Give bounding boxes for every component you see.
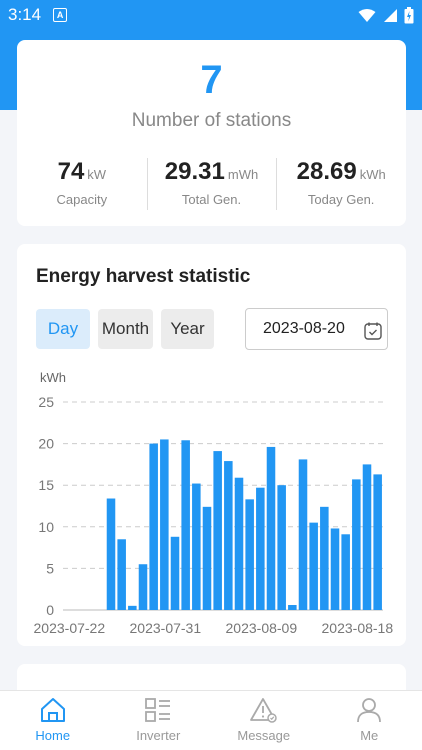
x-tick-label: 2023-08-09 xyxy=(226,620,298,636)
bar xyxy=(330,528,340,610)
metric-label: Today Gen. xyxy=(307,192,375,207)
bar xyxy=(106,498,116,610)
inverter-icon xyxy=(145,698,171,722)
energy-bar-chart: kWh 0 5 10 15 20 25 2023-07-22 2023-07-31 2023-08… xyxy=(34,370,394,636)
bar xyxy=(128,605,137,610)
bar xyxy=(170,536,180,610)
stations-summary-card: 7 Number of stations 74 kW Capacity 29.31… xyxy=(17,40,406,226)
signal-icon xyxy=(384,8,397,22)
metric-value: 28.69 xyxy=(296,158,357,185)
tab-inverter[interactable]: Inverter xyxy=(106,691,212,750)
period-year-button[interactable]: Year xyxy=(161,309,214,349)
y-tick-label: 25 xyxy=(38,394,54,410)
user-icon xyxy=(357,698,382,723)
bar xyxy=(266,446,276,610)
tab-me[interactable]: Me xyxy=(317,691,422,750)
home-icon xyxy=(40,698,65,722)
bar xyxy=(160,439,169,610)
bar xyxy=(288,605,297,610)
battery-icon xyxy=(404,6,414,23)
calendar-icon[interactable] xyxy=(363,321,383,341)
metric-unit: kWh xyxy=(359,167,386,182)
metric-value: 29.31 xyxy=(164,158,225,185)
tab-label: Home xyxy=(35,728,71,743)
bar xyxy=(277,485,286,610)
bar xyxy=(309,522,318,610)
bar xyxy=(256,487,265,610)
y-axis-unit: kWh xyxy=(40,370,66,385)
bar xyxy=(149,443,158,610)
bar xyxy=(245,499,254,610)
metric-capacity: 74 kW Capacity xyxy=(17,158,147,210)
bar xyxy=(181,440,190,610)
status-bar: 3:14 A xyxy=(0,0,422,30)
status-time: 3:14 xyxy=(8,5,42,24)
y-tick-label: 20 xyxy=(38,436,54,452)
metric-today-gen: 28.69 kWh Today Gen. xyxy=(276,158,406,210)
bar xyxy=(138,564,148,610)
metric-label: Total Gen. xyxy=(181,192,242,207)
bottom-tab-bar: Home Inverter Message Me xyxy=(0,690,422,750)
bar xyxy=(234,477,244,610)
energy-title: Energy harvest statistic xyxy=(36,266,251,287)
wifi-icon xyxy=(358,8,376,22)
tab-label: Me xyxy=(360,728,379,743)
stations-count: 7 xyxy=(200,58,223,102)
bar xyxy=(352,479,361,610)
bar xyxy=(202,506,212,610)
message-icon xyxy=(249,698,277,723)
tab-label: Inverter xyxy=(136,728,181,743)
y-tick-label: 15 xyxy=(38,477,54,493)
period-month-button[interactable]: Month xyxy=(98,309,153,349)
metrics-row: 74 kW Capacity 29.31 mWh Total Gen. 28.69 k… xyxy=(17,158,406,210)
metric-total-gen: 29.31 mWh Total Gen. xyxy=(146,158,277,210)
bar xyxy=(298,459,308,610)
metric-value: 74 xyxy=(57,158,85,185)
period-day-button[interactable]: Day xyxy=(36,309,90,349)
tab-home[interactable]: Home xyxy=(0,691,106,750)
bar xyxy=(213,451,222,610)
bar xyxy=(192,483,201,610)
x-tick-label: 2023-07-31 xyxy=(130,620,202,636)
bar xyxy=(341,534,350,610)
metric-label: Capacity xyxy=(56,192,108,207)
date-value: 2023-08-20 xyxy=(263,320,345,337)
bar xyxy=(117,539,126,610)
y-tick-label: 10 xyxy=(38,519,54,535)
x-tick-label: 2023-08-18 xyxy=(322,620,394,636)
bar xyxy=(224,461,233,610)
notification-icon: A xyxy=(53,8,68,22)
bar xyxy=(362,464,372,610)
energy-statistic-card: Energy harvest statistic Day Month Year … xyxy=(17,244,406,646)
bar xyxy=(373,474,382,610)
stations-label: Number of stations xyxy=(131,110,292,131)
date-picker[interactable]: 2023-08-20 xyxy=(245,308,388,350)
y-tick-label: 0 xyxy=(46,602,54,618)
metric-unit: kW xyxy=(87,167,107,182)
tab-message[interactable]: Message xyxy=(211,691,317,750)
tab-label: Message xyxy=(237,728,291,743)
bar xyxy=(320,506,329,610)
metric-unit: mWh xyxy=(227,167,259,182)
x-tick-label: 2023-07-22 xyxy=(34,620,106,636)
y-tick-label: 5 xyxy=(46,560,54,576)
